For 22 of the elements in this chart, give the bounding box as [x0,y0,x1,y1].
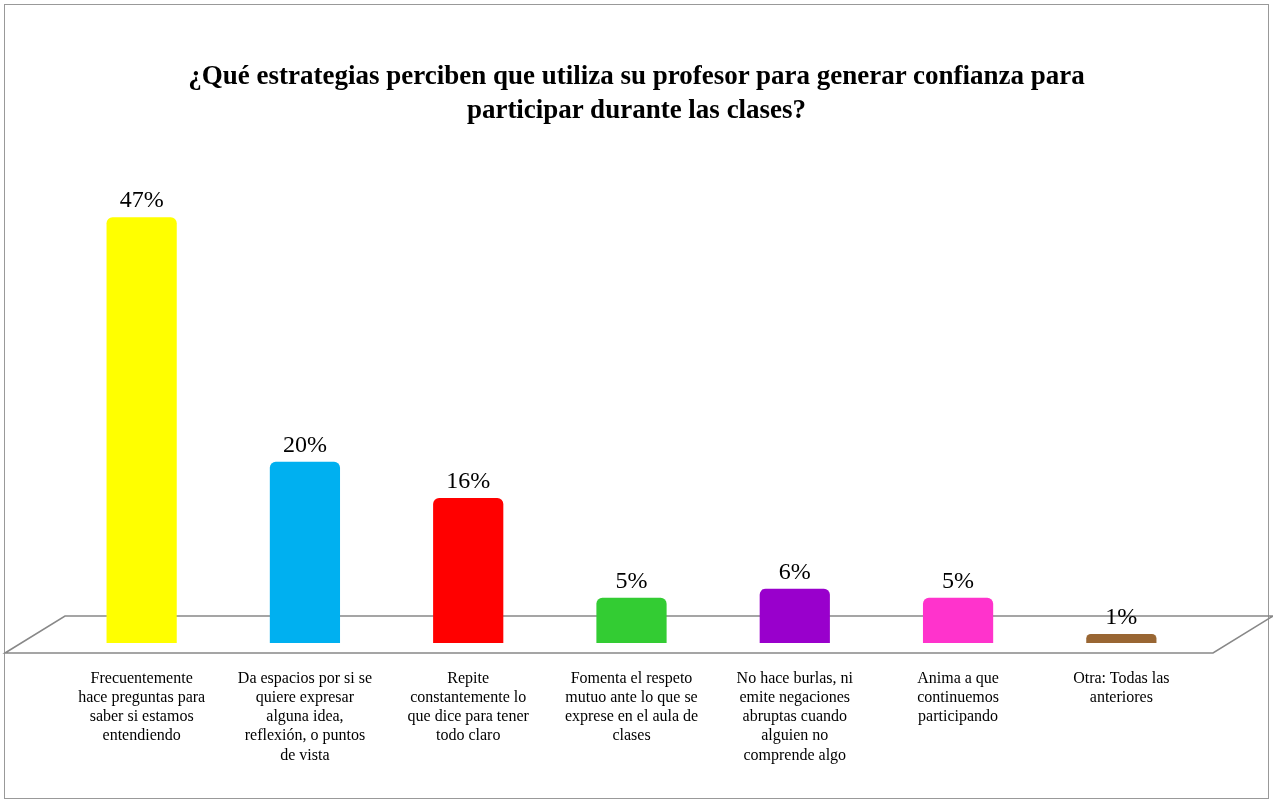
bar [596,597,667,643]
bar [759,588,830,643]
bar [1086,633,1157,643]
x-tick-label: Anima a que continuemos participando [917,668,999,726]
data-label: 20% [282,431,327,458]
bar [106,217,177,643]
bar [433,498,504,643]
data-label: 5% [615,567,648,593]
bar [269,461,341,643]
x-tick-label: Frecuentemente hace preguntas para saber si estamos entendiendo [78,668,206,744]
data-label: 1% [1105,603,1138,630]
x-tick-label: Fomenta el respeto mutuo ante lo que se exprese en el aula de clases [564,668,699,744]
x-tick-label: Repite constantemente lo que dice para tener todo claro [407,668,530,744]
x-tick-label: Otra: Todas las anteriores [1073,668,1170,705]
data-label: 47% [119,186,164,213]
x-tick-label: Da espacios por si se quiere expresar alguna idea, reflexión, o puntos de vista [237,668,373,763]
x-tick-label: No hace burlas, ni emite negaciones abruptas cuando alguien no comprende algo [736,668,854,764]
bar [922,597,994,643]
data-label: 6% [778,557,811,584]
data-label: 16% [446,467,491,494]
chart-title: ¿Qué estrategias perciben que utiliza su profesor para generar confianza para participar durante las clases? [187,59,1086,126]
data-label: 5% [942,567,975,593]
